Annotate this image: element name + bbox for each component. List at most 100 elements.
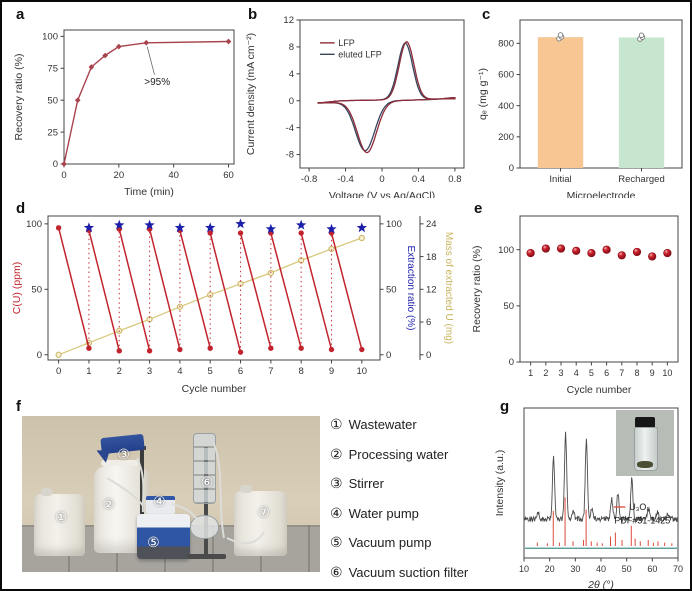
svg-text:Cycle number: Cycle number [567,384,632,396]
svg-text:2: 2 [543,368,548,378]
svg-text:10: 10 [662,368,672,378]
svg-text:Recovery ratio (%): Recovery ratio (%) [13,54,25,141]
svg-text:7: 7 [268,366,273,377]
legend-number: ⑥ [330,563,343,580]
svg-text:0: 0 [289,96,294,107]
panel-c-label: c [482,6,491,23]
svg-text:400: 400 [498,101,514,112]
svg-text:25: 25 [47,127,58,138]
svg-text:qₑ (mg g⁻¹): qₑ (mg g⁻¹) [477,68,489,120]
svg-text:9: 9 [329,366,334,377]
svg-text:5: 5 [208,366,213,377]
svg-text:8: 8 [634,368,639,378]
legend-label: Vacuum pump [348,535,432,550]
capacity-bar-chart: 0 200 400 600 800 qₑ (mg g⁻¹) Microelectrode In… [477,19,683,202]
equipment-badge-1: ① [54,508,68,525]
equipment-legend-item-6: ⑥ Vacuum suction filter [330,564,490,581]
svg-text:8: 8 [299,366,304,377]
svg-text:800: 800 [498,39,514,50]
svg-text:0: 0 [379,174,384,185]
panel-a: a 0 20 40 60 0 25 50 75 100 Recovery ratio (%) Tim… [8,6,238,198]
svg-text:0: 0 [53,159,58,170]
powder-vial-photo [616,410,674,476]
svg-text:40: 40 [596,564,606,574]
svg-text:-0.4: -0.4 [337,174,353,185]
svg-text:12: 12 [283,15,294,26]
svg-text:600: 600 [498,70,514,81]
legend-label: Water pump [348,505,419,521]
svg-text:24: 24 [426,219,437,230]
equipment-legend-item-5: ⑤ Vacuum pump [330,534,490,551]
panel-g: g 10 20 30 40 50 60 70 Intensity (a.u.) 2θ (°) U₃… [492,398,690,589]
equipment-badge-2: ② [102,496,116,513]
panel-c: c 0 200 400 600 800 qₑ (mg g⁻¹) Microelectrode… [474,6,690,202]
panel-e-label: e [474,200,483,217]
legend-number: ③ [330,475,343,491]
svg-text:4: 4 [177,366,182,377]
svg-text:Voltage (V vs Ag/AgCl): Voltage (V vs Ag/AgCl) [329,190,435,198]
svg-text:0.4: 0.4 [412,174,425,185]
panel-g-label: g [500,398,510,415]
container-cap [40,488,53,497]
svg-text:50: 50 [31,285,42,296]
svg-text:6: 6 [426,317,431,328]
svg-text:PDF#31-1425: PDF#31-1425 [614,516,670,526]
svg-text:100: 100 [498,245,514,256]
legend-number: ④ [330,504,343,521]
svg-text:50: 50 [47,95,58,106]
legend-label: Wastewater [348,417,417,432]
svg-text:Recharged: Recharged [618,174,664,185]
panel-d: d 0 1 2 3 4 5 6 7 8 9 10 0 50 100 0 50 100 0 6 12 18 24 C(U) (… [8,200,464,396]
legend-label: Processing water [348,446,449,462]
vial-body [634,427,658,471]
svg-text:6: 6 [238,366,243,377]
svg-text:-0.8: -0.8 [301,174,317,185]
equipment-legend-item-2: ② Processing water [330,446,490,463]
svg-text:50: 50 [503,301,514,312]
tailings-liquid-container [233,484,288,557]
svg-text:Time (min): Time (min) [124,186,174,198]
equipment-photo: ① ② ③ ④ ⑤ ⑥ ⑦ [22,416,320,572]
svg-text:0: 0 [509,163,514,174]
svg-text:40: 40 [168,170,179,181]
svg-text:10: 10 [357,366,368,377]
svg-text:Cycle number: Cycle number [182,383,247,395]
svg-text:2: 2 [117,366,122,377]
tubing-lines [106,443,265,545]
svg-text:100: 100 [386,219,402,230]
equipment-legend-item-3: ③ Stirrer [330,475,490,492]
svg-text:4: 4 [574,368,579,378]
svg-text:C(U) (ppm): C(U) (ppm) [11,262,23,315]
equipment-legend-item-1: ① Wastewater [330,416,490,433]
svg-text:100: 100 [42,32,58,43]
stand-rod [139,440,144,544]
panel-b: b -0.8 -0.4 0 0.4 0.8 -8 -4 0 4 8 12 Current densit… [240,6,472,202]
svg-text:-8: -8 [286,150,294,161]
equipment-badge-5: ⑤ [147,533,160,550]
svg-text:LFP: LFP [338,38,355,48]
svg-text:Microelectrode: Microelectrode [567,190,636,198]
svg-text:Extraction ratio (%): Extraction ratio (%) [405,245,416,330]
svg-text:20: 20 [545,564,555,574]
svg-text:eluted LFP: eluted LFP [338,49,382,59]
legend-number: ⑤ [330,534,343,550]
svg-text:30: 30 [570,564,580,574]
uranium-powder [637,461,653,468]
svg-text:0: 0 [56,366,61,377]
svg-text:Intensity (a.u.): Intensity (a.u.) [494,450,506,517]
svg-text:9: 9 [650,368,655,378]
container-cap [240,484,252,493]
svg-text:50: 50 [622,564,632,574]
panel-e: e 1 2 3 4 5 6 7 8 9 10 0 50 100 Recovery ratio (%) Cyc… [466,200,690,396]
svg-text:0.8: 0.8 [448,174,461,185]
svg-text:20: 20 [114,170,125,181]
svg-text:Recovery ratio (%): Recovery ratio (%) [471,246,483,333]
svg-text:-4: -4 [286,123,294,134]
wastewater-container [33,488,85,557]
svg-text:7: 7 [619,368,624,378]
svg-text:60: 60 [647,564,657,574]
cyclic-voltammetry-chart: -0.8 -0.4 0 0.4 0.8 -8 -4 0 4 8 12 Current density … [245,15,465,202]
